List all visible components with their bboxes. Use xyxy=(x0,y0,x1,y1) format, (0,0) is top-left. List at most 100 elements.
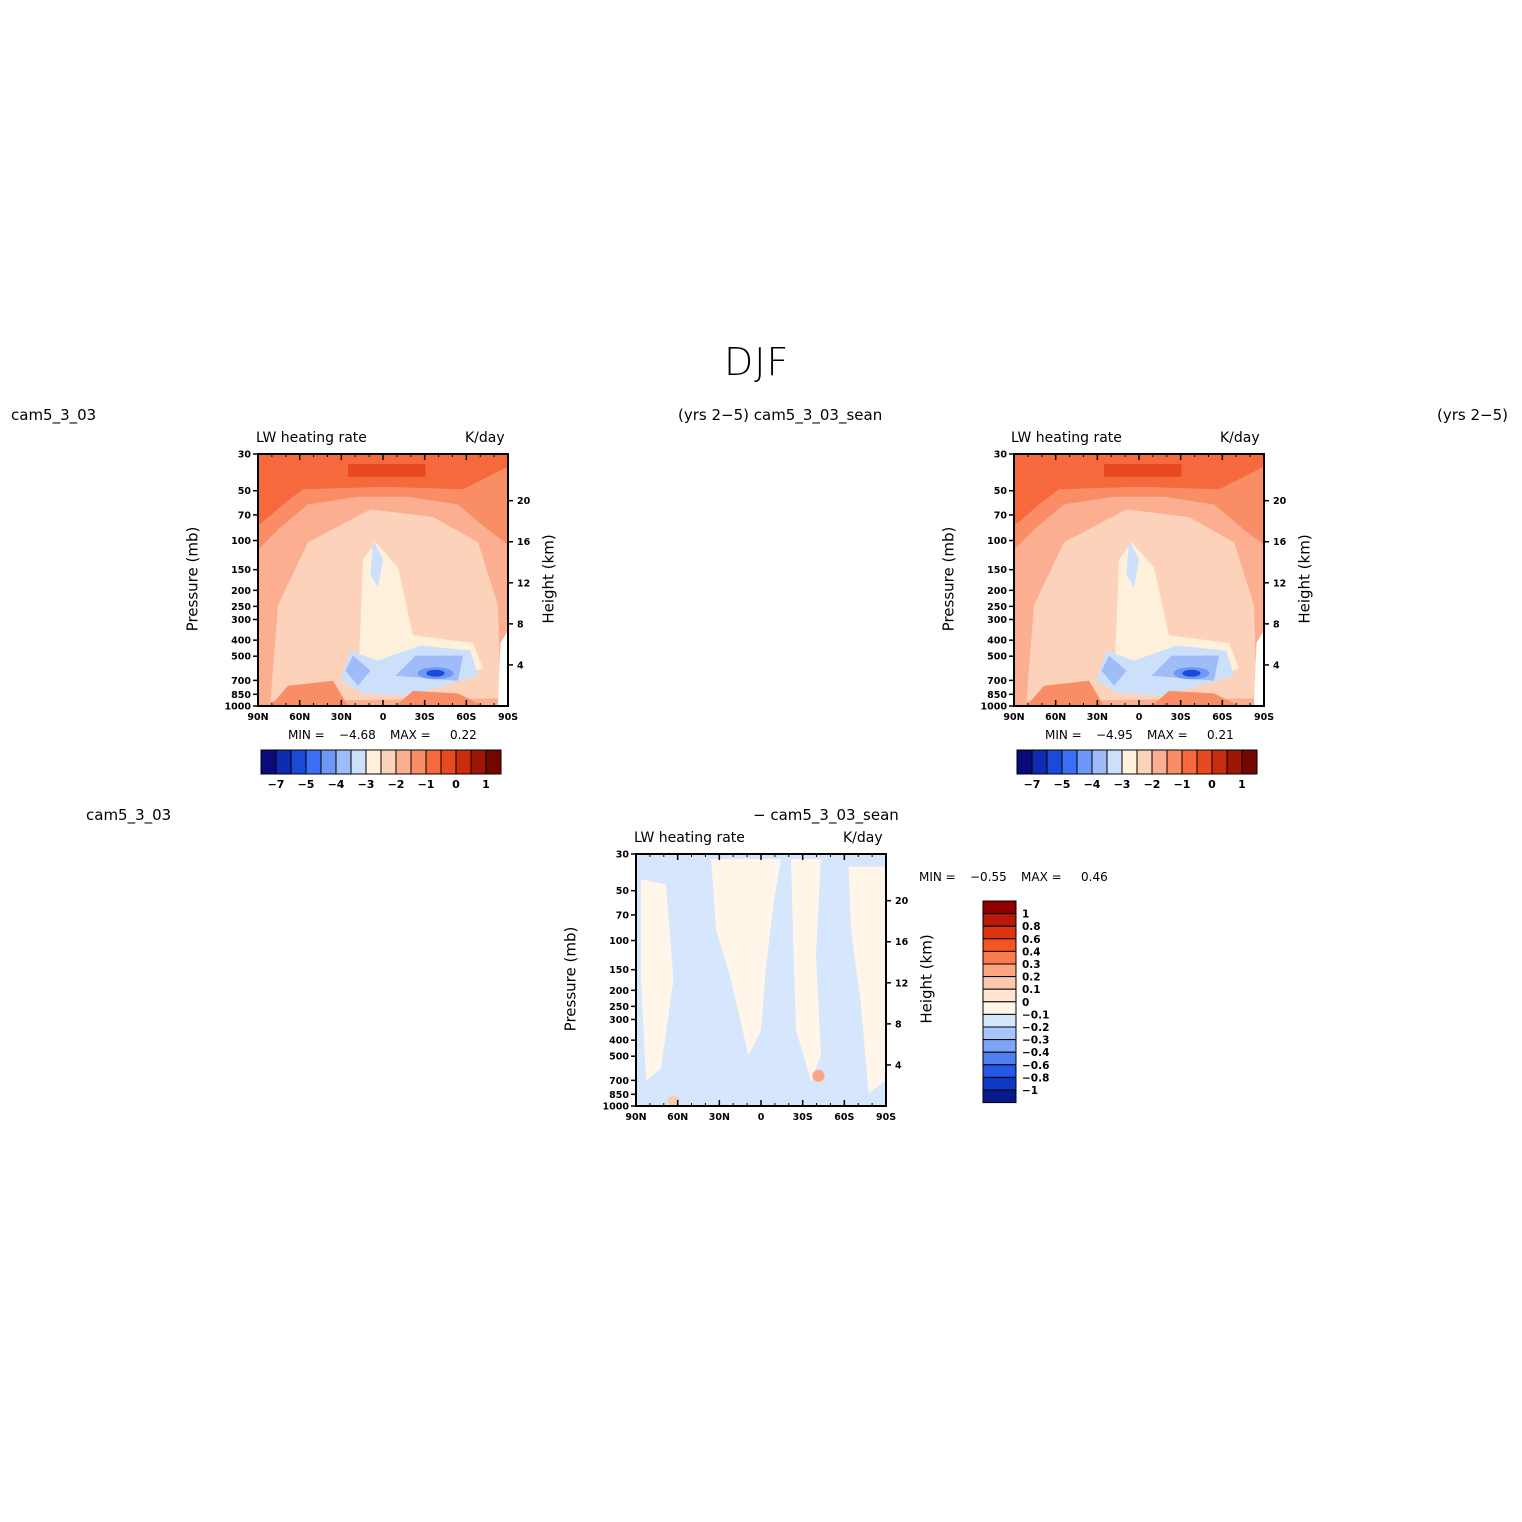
panel1-ptick-label: 500 xyxy=(231,652,251,663)
panel3-colorbar-swatch xyxy=(982,1026,1017,1041)
panel2-ptick-label: 100 xyxy=(987,536,1007,547)
panel3-lat-label: 60S xyxy=(834,1112,854,1123)
panel2-lat-label: 60S xyxy=(1212,712,1232,723)
panel3-lat-label: 90S xyxy=(876,1112,896,1123)
panel1-colorbar-swatch xyxy=(320,749,337,775)
panel2-lat-label: 60N xyxy=(1045,712,1066,723)
panel2-ylabel-right: Height (km) xyxy=(1295,534,1314,624)
panel1-min-label: MIN = xyxy=(288,728,325,742)
panel3-ptick-label: 50 xyxy=(616,886,630,897)
panel3-min-label: MIN = xyxy=(919,870,956,884)
panel2-units: K/day xyxy=(1220,430,1260,446)
panel3-fill-pos1 xyxy=(641,879,674,1081)
panel1-case-right: (yrs 2−5) cam5_3_03_sean xyxy=(678,406,883,424)
panel2-ptick-label: 850 xyxy=(987,690,1007,701)
panel3-ptick-label: 250 xyxy=(609,1002,629,1013)
panel2-fill-neg-upper xyxy=(1126,539,1139,588)
panel2-colorbar-swatch xyxy=(1121,749,1138,775)
panel1-fill-neg4 xyxy=(426,669,445,677)
panel2-colorbar-label: −7 xyxy=(1024,778,1041,791)
panel2-colorbar-swatch xyxy=(1211,749,1228,775)
panel2-min-label: MIN = xyxy=(1045,728,1082,742)
panel2-lat-label: 90S xyxy=(1254,712,1274,723)
panel1-lat-label: 30S xyxy=(415,712,435,723)
panel1-lat-label: 30N xyxy=(331,712,352,723)
panel3-colorbar-swatch xyxy=(982,1051,1017,1066)
panel3-colorbar-label: 0.8 xyxy=(1022,921,1041,933)
panel2-max-value: 0.21 xyxy=(1207,728,1234,742)
panel1-lat-label: 60S xyxy=(456,712,476,723)
panel2-max-label: MAX = xyxy=(1147,728,1188,742)
panel3-colorbar-swatch xyxy=(982,950,1017,965)
panel2-ptick-label: 250 xyxy=(987,602,1007,613)
panel2-title: LW heating rate xyxy=(1011,430,1122,446)
panel1-fill-neg2b xyxy=(345,655,371,686)
panel2-colorbar-swatch xyxy=(1016,749,1033,775)
panel3-fill-pos4 xyxy=(848,866,886,1094)
panel3-colorbar-label: 0.6 xyxy=(1022,934,1041,946)
panel3-colorbar-label: −0.1 xyxy=(1022,1009,1049,1021)
panel1-lat-label: 90S xyxy=(498,712,518,723)
panel1-case-left: cam5_3_03 xyxy=(11,406,97,424)
panel1-ptick-label: 70 xyxy=(238,510,252,521)
panel1-colorbar-swatch xyxy=(485,749,502,775)
panel1-fill-sfc-nh xyxy=(270,680,348,706)
panel2-colorbar-label: 1 xyxy=(1238,778,1246,791)
panel2-colorbar-label: 0 xyxy=(1208,778,1216,791)
panel1-max-value: 0.22 xyxy=(450,728,477,742)
panel3-ptick-label: 100 xyxy=(609,936,629,947)
panel3-fill-pos-blob xyxy=(812,1069,825,1082)
panel3-colorbar-swatch xyxy=(982,900,1017,915)
panel3-ztick-label: 16 xyxy=(895,937,909,948)
panel3-fill-pos2 xyxy=(711,859,781,1056)
panel2-ptick-label: 1000 xyxy=(981,702,1008,713)
panel2-ztick-label: 20 xyxy=(1273,496,1287,507)
panel3-colorbar-swatch xyxy=(982,925,1017,940)
panel3-colorbar-swatch xyxy=(982,1076,1017,1091)
panel3-colorbar-swatch xyxy=(982,938,1017,952)
panel1-colorbar-swatch xyxy=(365,749,382,775)
panel3-fill-pos-sfc xyxy=(667,1095,680,1106)
figure-title: DJF xyxy=(724,340,790,384)
panel1-min-value: −4.68 xyxy=(339,728,376,742)
panel2-colorbar-swatch xyxy=(1031,749,1048,775)
panel2-ztick-label: 16 xyxy=(1273,537,1287,548)
panel1-ztick-label: 20 xyxy=(517,496,531,507)
panel1-ptick-label: 200 xyxy=(231,586,251,597)
panel1-fill-sfc-sh xyxy=(395,690,483,706)
panel3-colorbar-label: −0.2 xyxy=(1022,1022,1049,1034)
panel3-ylabel-right: Height (km) xyxy=(917,934,936,1024)
panel2-colorbar-swatch xyxy=(1151,749,1168,775)
panel1-colorbar-swatch xyxy=(305,749,322,775)
panel2-colorbar-swatch xyxy=(1136,749,1153,775)
panel2-colorbar-label: −4 xyxy=(1084,778,1101,791)
panel3-contours xyxy=(636,854,886,1106)
panel3-lat-label: 30N xyxy=(709,1112,730,1123)
panel2-ylabel: Pressure (mb) xyxy=(939,526,958,632)
panel3-colorbar-swatch xyxy=(982,988,1017,1003)
panel1-colorbar-swatch xyxy=(290,749,307,775)
panel1-colorbar-swatch xyxy=(440,749,457,775)
panel3-colorbar-swatch xyxy=(982,963,1017,978)
panel3-colorbar-label: 0.4 xyxy=(1022,946,1041,958)
panel2-lat-label: 30S xyxy=(1171,712,1191,723)
panel2-colorbar-swatch xyxy=(1106,749,1123,775)
panel1-colorbar-label: −7 xyxy=(268,778,285,791)
panel1-colorbar: −7 −5 −4 −3 −2 −1 0 1 xyxy=(260,749,502,791)
panel3-ztick-label: 4 xyxy=(895,1060,902,1071)
panel2-min-value: −4.95 xyxy=(1096,728,1133,742)
panel3-colorbar-label: −1 xyxy=(1022,1085,1038,1097)
panel3-colorbar: 10.80.60.40.30.20.10−0.1−0.2−0.3−0.4−0.6… xyxy=(982,900,1049,1104)
panel2-fill-neg4 xyxy=(1182,669,1201,677)
panel2-colorbar-label: −3 xyxy=(1114,778,1131,791)
panel1-title: LW heating rate xyxy=(256,430,367,446)
panel3-ptick-label: 70 xyxy=(616,910,630,921)
panel3-colorbar-swatch xyxy=(982,1064,1017,1078)
panel3-ptick-label: 400 xyxy=(609,1036,629,1047)
panel2-ptick-label: 500 xyxy=(987,652,1007,663)
panel3-lat-label: 0 xyxy=(758,1112,765,1123)
panel2-colorbar: −7 −5 −4 −3 −2 −1 0 1 xyxy=(1016,749,1258,791)
panel2-colorbar-swatch xyxy=(1091,749,1108,775)
panel3-colorbar-label: −0.4 xyxy=(1022,1047,1049,1059)
panel2-ztick-label: 12 xyxy=(1273,578,1286,589)
